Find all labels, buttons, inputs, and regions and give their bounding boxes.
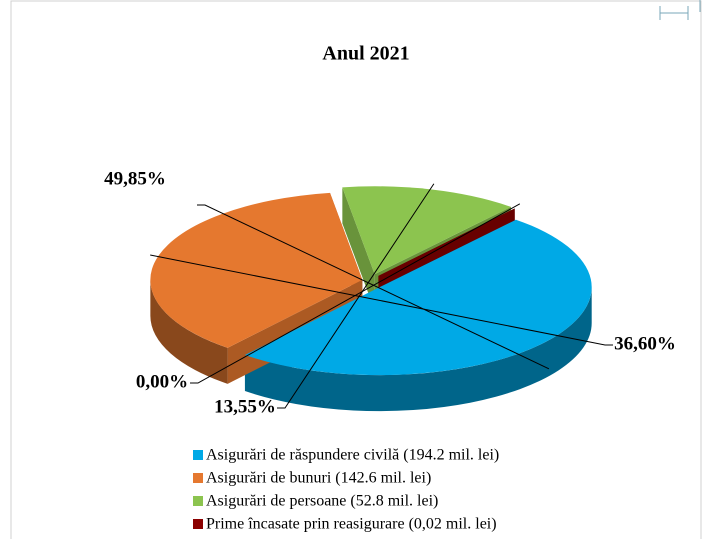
legend-label: Asigurări de bunuri (142.6 mil. lei) (206, 470, 431, 487)
decor (659, 0, 701, 20)
legend-swatch (193, 519, 203, 529)
data-label: 49,85% (104, 168, 166, 189)
data-label: 36,60% (614, 333, 676, 354)
legend-label: Asigurări de răspundere civilă (194.2 mi… (206, 447, 499, 464)
legend-swatch (193, 450, 203, 460)
chart-title: Anul 2021 (322, 43, 409, 65)
slice (342, 186, 511, 275)
slice (150, 192, 363, 348)
data-label: 0,00% (136, 371, 188, 392)
slice-side (244, 287, 592, 412)
leader-line (150, 254, 613, 346)
frame (10, 0, 702, 539)
leader-line (190, 203, 521, 384)
slice-cut (342, 187, 375, 311)
legend-label: Asigurări de persoane (52.8 mil. lei) (206, 493, 438, 510)
slice (244, 219, 592, 376)
legend-swatch (193, 473, 203, 483)
legend-label: Prime încasate prin reasigurare (0,02 mi… (206, 516, 497, 533)
legend-swatch (193, 496, 203, 506)
leader-line (197, 204, 550, 370)
data-label: 13,55% (214, 396, 276, 417)
leader-line (277, 183, 435, 409)
slice-side (150, 279, 228, 384)
